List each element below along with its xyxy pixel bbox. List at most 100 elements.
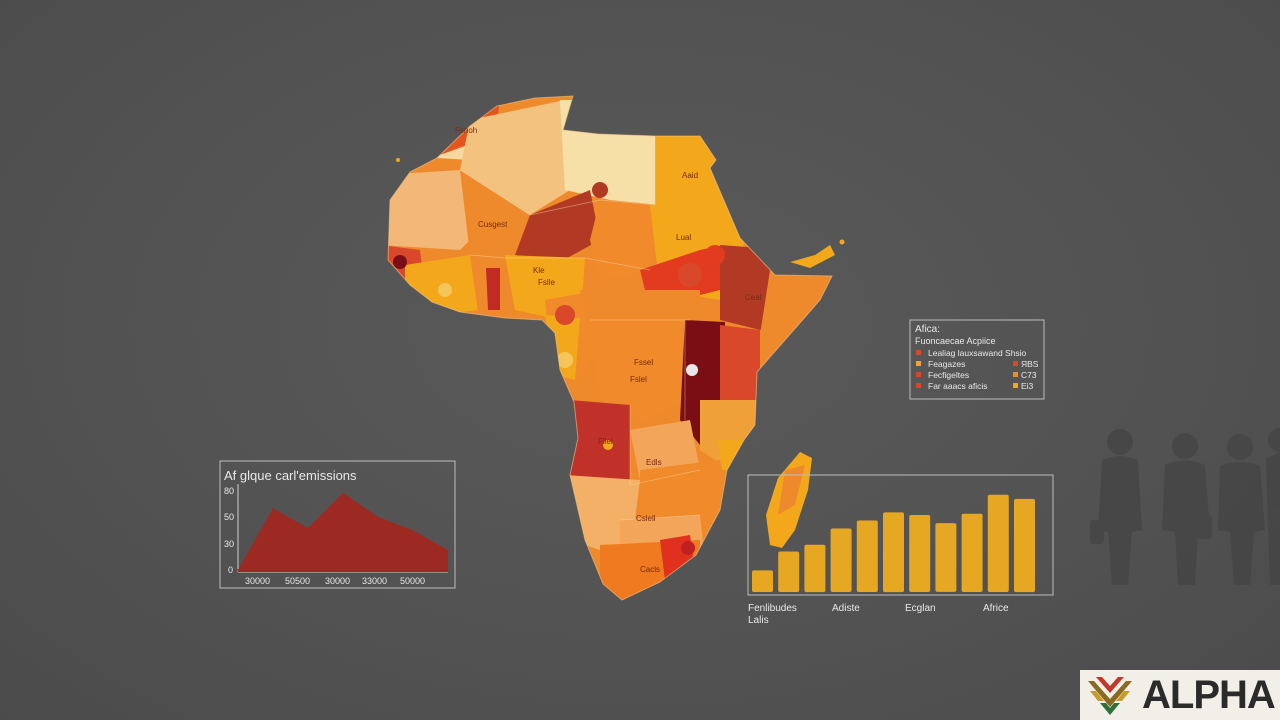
legend-value: C73 — [1021, 370, 1037, 380]
x-tick-label: 50000 — [400, 576, 425, 586]
legend-label: Lealiag lauxsawand Shsio — [928, 348, 1027, 358]
map-region-label: Cacls — [640, 565, 660, 574]
legend-swatch — [916, 383, 921, 388]
hotspot — [678, 263, 702, 287]
y-tick-label: 80 — [224, 486, 234, 496]
area-data-point — [412, 529, 414, 531]
region-labels: Fsnoh Cusgest Kle Fslle Aaid Lual Ceal F… — [455, 126, 762, 574]
alpha-logo: ALPHA — [1080, 670, 1280, 720]
map-region-label: Fllel — [598, 437, 613, 446]
person-silhouette — [1198, 434, 1265, 585]
legend-value: ЯBS — [1021, 359, 1039, 369]
region-malawi — [718, 440, 760, 470]
map-region-label: Kle — [533, 266, 545, 275]
map-region-label: Fslle — [538, 278, 555, 287]
legend-value-swatch — [1013, 383, 1018, 388]
region-chad — [590, 200, 660, 280]
map-region-label: Fsnoh — [455, 126, 477, 135]
region-niger — [515, 190, 600, 262]
x-tick-label: 30000 — [245, 576, 270, 586]
region-somalia — [760, 270, 832, 345]
legend-label: Feagazes — [928, 359, 965, 369]
hotspot — [438, 283, 452, 297]
legend-value-swatch — [1013, 361, 1018, 366]
region-mauritania — [388, 170, 470, 250]
bar-x-label: Fenlibudes — [748, 603, 797, 614]
y-tick-label: 0 — [228, 565, 233, 575]
area-data-point — [342, 492, 344, 494]
region-egypt — [655, 100, 740, 205]
bar — [830, 528, 852, 592]
legend-swatch — [916, 350, 921, 355]
legend: Afica: Fuoncaecae Acpiice Lealiag lauxsa… — [909, 319, 1045, 400]
bar — [752, 570, 773, 592]
legend-subtitle: Fuoncaecae Acpiice — [915, 336, 996, 346]
region-algeria — [460, 100, 570, 215]
bar — [778, 551, 800, 592]
hotspot — [686, 364, 698, 376]
map-region-label: Cusgest — [478, 220, 508, 229]
alpha-logo-text: ALPHA — [1142, 673, 1276, 717]
island — [396, 158, 400, 162]
map-region-label: Lual — [676, 233, 691, 242]
bar — [856, 520, 878, 592]
region-togo — [486, 268, 500, 310]
person-silhouette — [1090, 429, 1142, 585]
hotspot — [603, 440, 613, 450]
legend-label: Far aaacs aficis — [928, 381, 988, 391]
bar-series — [752, 494, 1035, 593]
map-region-label: Fssel — [634, 358, 653, 367]
region-gulf — [545, 315, 580, 380]
bar-chart-frame — [747, 474, 1054, 596]
bar-x-label: Ecglan — [905, 603, 936, 614]
area-data-point — [272, 507, 274, 510]
map-region-label: Aaid — [682, 171, 698, 180]
legend-frame — [909, 319, 1045, 400]
bar-x-label: Adiste — [832, 603, 860, 614]
region-drc — [590, 320, 690, 420]
x-tick-label: 33000 — [362, 576, 387, 586]
madagascar-inner — [778, 465, 805, 515]
region-angola — [570, 400, 630, 485]
hotspot — [705, 245, 725, 265]
legend-label: Fecfigeltes — [928, 370, 969, 380]
y-tick-label: 30 — [224, 539, 234, 549]
africa-map: Fsnoh Cusgest Kle Fslle Aaid Lual Ceal F… — [387, 95, 845, 601]
legend-title: Afica: — [915, 324, 940, 335]
region-mozambique — [640, 460, 725, 530]
x-tick-label: 30000 — [325, 576, 350, 586]
bar — [1014, 498, 1035, 593]
bar — [883, 512, 904, 593]
hotspot — [592, 182, 608, 198]
legend-value-swatch — [1013, 372, 1018, 377]
map-region-label: Fslel — [630, 375, 647, 384]
legend-swatch — [916, 361, 921, 366]
hotspot — [681, 541, 695, 555]
hotspot — [393, 255, 407, 269]
region-libya — [560, 100, 660, 205]
map-region-label: Edls — [646, 458, 662, 467]
legend-value: Ei3 — [1021, 381, 1034, 391]
area-chart: Af glque carl'emissions 80 50 30 0 30000… — [219, 460, 456, 589]
area-data-point — [377, 516, 379, 518]
area-chart-frame — [219, 460, 456, 589]
bar-chart: Fenlibudes Adiste Ecglan Africe Lalis — [747, 474, 1054, 626]
area-series — [237, 492, 449, 572]
map-region-label: Cslell — [636, 514, 656, 523]
bar — [935, 523, 957, 592]
person-silhouette — [1162, 433, 1210, 585]
bar — [961, 513, 983, 592]
map-region-label: Ceal — [745, 293, 762, 302]
hotspot — [739, 449, 751, 461]
bar — [804, 544, 826, 593]
island — [790, 245, 835, 268]
area-chart-title: Af glque carl'emissions — [224, 468, 357, 483]
person-silhouette — [1266, 428, 1280, 585]
bar — [909, 515, 931, 592]
x-tick-label: 50500 — [285, 576, 310, 586]
area-data-point — [237, 569, 239, 571]
bar-x-label: Africe — [983, 603, 1009, 614]
alpha-logo-emblem — [1088, 677, 1132, 715]
area-data-point — [447, 549, 449, 551]
